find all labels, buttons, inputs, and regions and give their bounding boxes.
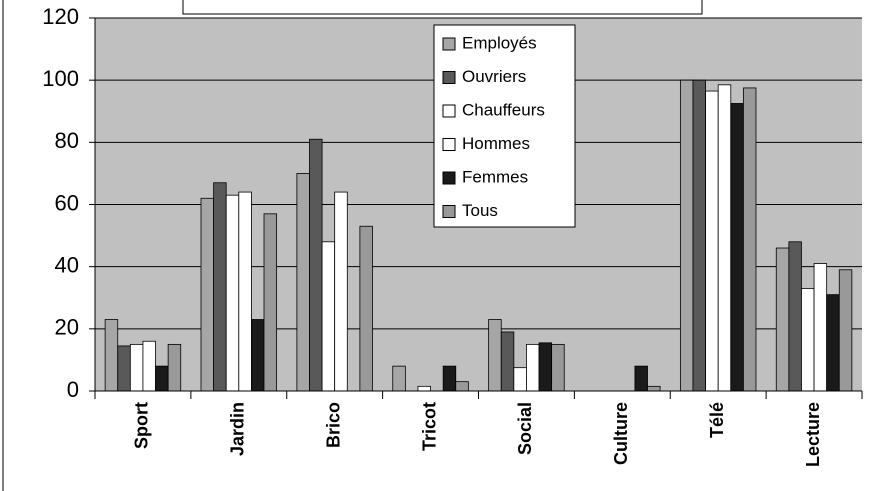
legend-swatch [442, 104, 456, 118]
bar [129, 343, 144, 392]
x-tick-label: Tricot [419, 402, 439, 451]
bar [104, 319, 119, 392]
bar [775, 247, 790, 392]
bar [634, 365, 648, 392]
bar [679, 79, 694, 392]
bar [705, 90, 719, 392]
legend-swatch [442, 37, 456, 51]
y-tick-label: 60 [55, 190, 79, 215]
x-tick-label: Télé [707, 402, 727, 438]
x-tick-label: Sport [132, 402, 152, 449]
bar [742, 87, 757, 392]
bar [442, 365, 457, 392]
title-box [182, 0, 703, 15]
legend-label: Ouvriers [462, 67, 526, 86]
legend-label: Chauffeurs [462, 100, 545, 119]
bar [526, 343, 540, 392]
x-tick-label: Brico [323, 402, 343, 448]
y-tick-label: 20 [55, 315, 79, 340]
legend-label: Tous [462, 201, 498, 220]
bar [238, 191, 252, 392]
bar [321, 241, 336, 392]
y-tick-label: 80 [55, 128, 79, 153]
bar [717, 84, 732, 392]
legend-label: Employés [462, 33, 537, 52]
bar [263, 213, 278, 392]
legend-swatch [442, 171, 456, 185]
bar [334, 191, 348, 392]
bar [826, 294, 840, 392]
bar [155, 365, 169, 392]
legend [433, 24, 576, 228]
bar [225, 194, 240, 392]
bar [538, 342, 553, 392]
bar [142, 340, 156, 392]
y-tick-label: 0 [67, 377, 79, 402]
x-tick-label: Lecture [803, 402, 823, 467]
bar [730, 103, 744, 392]
legend-swatch [442, 71, 456, 84]
bar [500, 331, 515, 392]
bar [788, 241, 802, 392]
bar [838, 269, 853, 392]
legend-swatch [442, 138, 456, 151]
legend-swatch [442, 205, 456, 218]
bar [309, 138, 323, 392]
bar [167, 343, 182, 392]
bar [417, 385, 431, 392]
bar [251, 319, 265, 392]
bar [647, 385, 661, 392]
x-tick-label: Culture [611, 402, 631, 465]
bar [392, 365, 406, 392]
y-tick-label: 100 [42, 66, 79, 91]
x-tick-label: Jardin [228, 402, 248, 456]
bar [488, 319, 502, 392]
bar [117, 345, 131, 392]
bar [359, 225, 373, 392]
bar [813, 263, 828, 392]
bar [455, 381, 469, 392]
y-tick-label: 120 [42, 4, 79, 29]
x-tick-label: Social [515, 402, 535, 455]
bar [296, 173, 310, 392]
bar [213, 182, 227, 392]
bar [692, 79, 706, 392]
bar [200, 197, 215, 392]
legend-label: Femmes [462, 167, 528, 186]
bar [513, 367, 527, 392]
legend-label: Hommes [462, 134, 530, 153]
bar [551, 343, 565, 392]
y-tick-label: 40 [55, 252, 79, 277]
bar [801, 288, 815, 392]
